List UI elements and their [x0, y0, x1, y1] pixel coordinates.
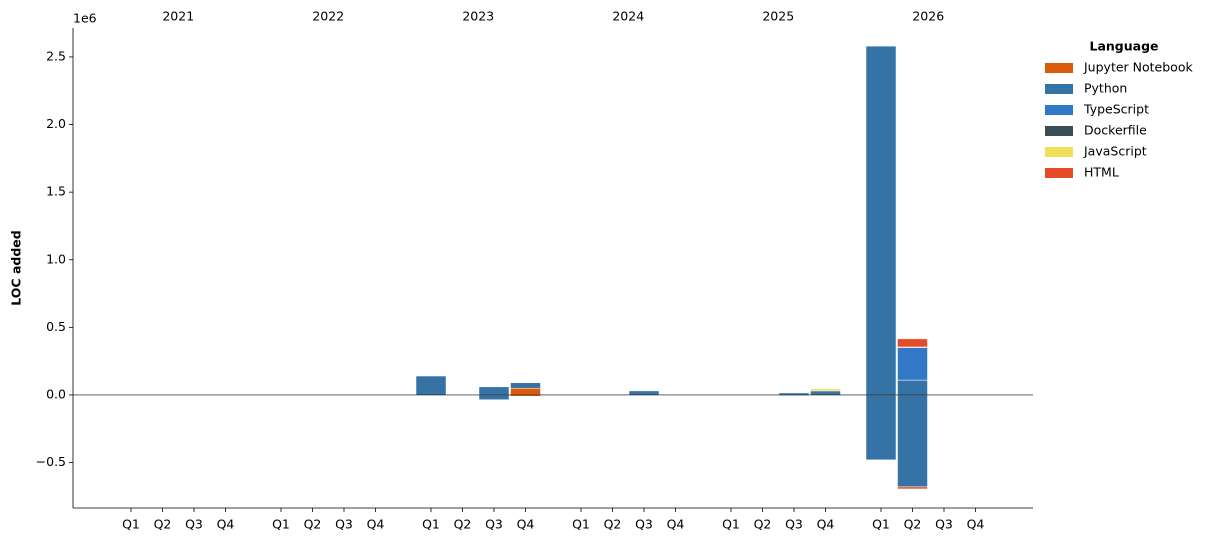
y-tick-label: 2.0: [46, 116, 66, 131]
x-tick-label: Q3: [635, 517, 653, 532]
legend-swatch: [1045, 147, 1073, 157]
y-tick-label: 0.0: [46, 386, 66, 401]
bar-segment: [810, 390, 841, 396]
legend-swatch: [1045, 168, 1073, 178]
legend-swatch: [1045, 63, 1073, 73]
x-tick-label: Q1: [272, 517, 290, 532]
bar-segment: [478, 386, 510, 396]
legend-swatch: [1045, 84, 1073, 94]
year-label: 2024: [612, 9, 644, 24]
x-tick-label: Q1: [422, 517, 440, 532]
x-tick-label: Q1: [572, 517, 590, 532]
x-tick-label: Q2: [754, 517, 772, 532]
year-label: 2026: [912, 9, 944, 24]
x-tick-label: Q4: [667, 517, 685, 532]
x-tick-label: Q3: [935, 517, 953, 532]
legend-swatch: [1045, 126, 1073, 136]
bar-segment: [897, 379, 928, 396]
y-tick-label: 2.5: [46, 48, 66, 63]
bar-segment: [628, 390, 660, 396]
legend-label: Dockerfile: [1084, 123, 1147, 138]
x-tick-label: Q4: [967, 517, 985, 532]
bar-segment: [897, 394, 928, 488]
y-tick-label: 1.0: [46, 251, 66, 266]
x-tick-label: Q2: [154, 517, 172, 532]
bar-segment: [897, 338, 928, 348]
y-offset-label: 1e6: [73, 11, 97, 26]
bar-segment: [478, 394, 510, 400]
x-tick-label: Q3: [335, 517, 353, 532]
year-label: 2021: [162, 9, 194, 24]
bar-segment: [865, 45, 897, 396]
y-tick-label: 1.5: [46, 184, 66, 199]
x-tick-label: Q4: [217, 517, 235, 532]
y-tick-label: −0.5: [36, 454, 66, 469]
x-tick-label: Q1: [722, 517, 740, 532]
bar-segment: [415, 375, 447, 396]
legend-label: Python: [1084, 81, 1127, 96]
bar-segment: [810, 388, 841, 392]
x-tick-label: Q2: [304, 517, 322, 532]
legend-title: Language: [1089, 39, 1158, 54]
year-label: 2023: [462, 9, 494, 24]
bar-segment: [865, 394, 897, 461]
legend-label: Jupyter Notebook: [1083, 60, 1193, 75]
bar-segment: [510, 387, 541, 396]
legend-swatch: [1045, 105, 1073, 115]
x-tick-label: Q2: [454, 517, 472, 532]
x-tick-label: Q3: [785, 517, 803, 532]
legend-label: JavaScript: [1083, 144, 1147, 159]
x-tick-label: Q3: [485, 517, 503, 532]
x-tick-label: Q4: [517, 517, 535, 532]
y-tick-label: 0.5: [46, 319, 66, 334]
x-tick-label: Q4: [817, 517, 835, 532]
bar-segment: [778, 392, 810, 396]
year-label: 2022: [312, 9, 344, 24]
x-tick-label: Q2: [604, 517, 622, 532]
x-tick-label: Q2: [904, 517, 922, 532]
bar-segment: [897, 486, 928, 490]
bar-segment: [510, 382, 541, 389]
x-tick-label: Q3: [185, 517, 203, 532]
year-label: 2025: [762, 9, 794, 24]
legend-label: TypeScript: [1083, 102, 1149, 117]
bar-segment: [897, 347, 928, 381]
x-tick-label: Q4: [367, 517, 385, 532]
legend-label: HTML: [1084, 165, 1119, 180]
x-tick-label: Q1: [872, 517, 890, 532]
x-tick-label: Q1: [122, 517, 140, 532]
y-axis-label: LOC added: [9, 230, 24, 305]
